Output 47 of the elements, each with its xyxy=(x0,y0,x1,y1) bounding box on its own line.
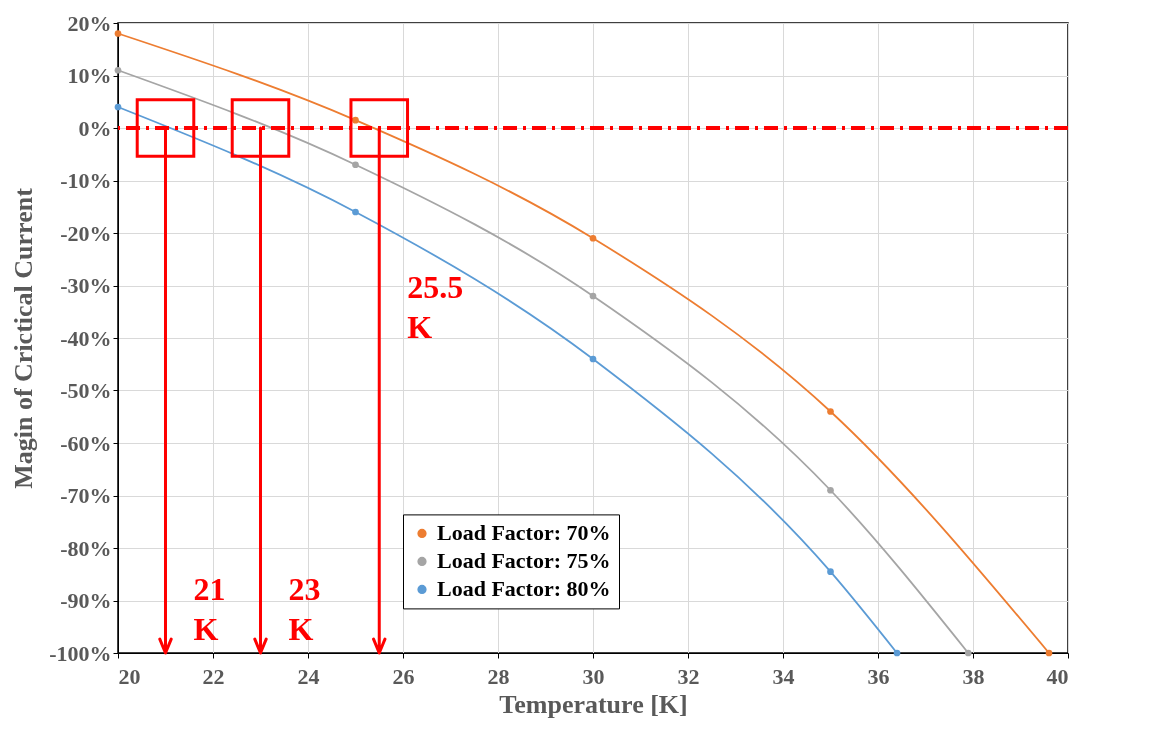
y-axis-title: Magin of Crictical Current xyxy=(9,187,39,489)
point xyxy=(589,355,597,363)
x-tick-label: 30 xyxy=(582,663,605,689)
point xyxy=(964,649,972,657)
y-tick-label: -80% xyxy=(60,535,112,561)
y-tick-label: -10% xyxy=(60,168,112,193)
ref-line-label: 23 K xyxy=(288,571,321,647)
point xyxy=(827,486,834,494)
x-tick-label: 34 xyxy=(772,663,795,689)
point xyxy=(352,116,359,124)
legend-label: Load Factor: 70% xyxy=(437,520,611,546)
x-tick-label: 36 xyxy=(867,663,890,689)
y-tick-label: -90% xyxy=(60,588,112,613)
ref-line-label: 21 K xyxy=(193,571,226,647)
legend-label: Load Factor: 80% xyxy=(437,576,611,602)
point xyxy=(114,30,122,37)
y-tick-label: 20% xyxy=(67,10,112,36)
y-tick-label: -30% xyxy=(60,273,112,298)
x-tick-label: 20 xyxy=(118,663,141,689)
y-tick-label: -70% xyxy=(60,483,112,508)
point xyxy=(589,292,597,300)
ref-line-label: 25.5 K xyxy=(407,268,464,345)
y-tick-label: 10% xyxy=(67,63,112,88)
y-tick-label: 0% xyxy=(78,115,112,141)
point xyxy=(114,66,122,74)
x-tick-label: 38 xyxy=(962,663,985,689)
point xyxy=(827,568,834,575)
legend-label: Load Factor: 75% xyxy=(437,548,611,574)
x-tick-label: 32 xyxy=(677,663,700,689)
point xyxy=(827,408,834,415)
point xyxy=(352,208,359,216)
x-tick-label: 40 xyxy=(1046,663,1069,689)
x-tick-label: 26 xyxy=(392,663,415,689)
point xyxy=(352,161,359,169)
y-tick-label: -100% xyxy=(49,640,112,666)
point xyxy=(1045,649,1053,657)
point xyxy=(893,649,901,657)
point xyxy=(114,103,122,111)
x-tick-label: 22 xyxy=(202,663,225,689)
y-tick-label: -60% xyxy=(60,430,112,456)
x-tick-label: 28 xyxy=(487,663,510,689)
y-tick-label: -50% xyxy=(60,378,112,403)
x-axis-title: Temperature [K] xyxy=(499,689,688,719)
y-tick-label: -40% xyxy=(60,325,112,351)
y-tick-label: -20% xyxy=(60,220,112,246)
x-tick-label: 24 xyxy=(297,663,320,689)
point xyxy=(589,234,597,242)
